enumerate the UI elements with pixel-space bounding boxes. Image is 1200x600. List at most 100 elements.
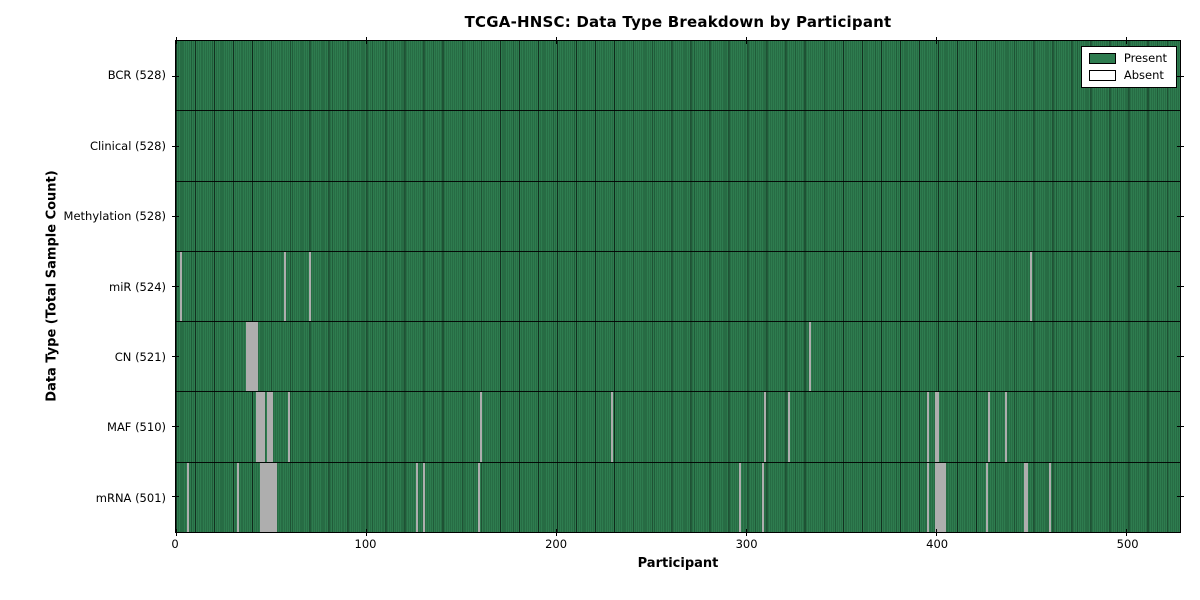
row-MAF [176, 392, 1180, 463]
x-tick-mark [745, 529, 747, 536]
legend-item-absent: Absent [1088, 68, 1167, 82]
absent-marker [271, 462, 274, 532]
legend: Present Absent [1080, 46, 1177, 88]
absent-marker [938, 462, 941, 532]
absent-marker [788, 392, 791, 462]
y-tick-label-Methylation: Methylation (528) [63, 209, 166, 224]
y-tick-label-Clinical: Clinical (528) [89, 138, 166, 153]
absent-marker [267, 462, 270, 532]
y-tick-mark [172, 496, 179, 498]
absent-marker [259, 462, 262, 532]
legend-label: Present [1123, 51, 1167, 65]
x-tick-label-200: 200 [545, 537, 568, 551]
absent-marker [253, 322, 256, 392]
absent-marker [1024, 462, 1027, 532]
absent-marker [478, 462, 481, 532]
absent-marker [761, 462, 764, 532]
absent-marker [423, 462, 426, 532]
absent-marker [269, 462, 272, 532]
absent-marker [942, 462, 945, 532]
absent-marker [255, 392, 258, 462]
row-mRNA [176, 462, 1180, 532]
absent-marker [179, 251, 182, 322]
absent-marker [940, 462, 943, 532]
absent-marker [288, 392, 291, 462]
absent-marker [944, 462, 947, 532]
absent-marker [250, 322, 253, 392]
y-tick-label-miR: miR (524) [109, 279, 166, 294]
x-tick-mark [1126, 529, 1128, 536]
absent-marker [269, 392, 272, 462]
legend-swatch-present [1088, 52, 1116, 64]
absent-marker [261, 392, 264, 462]
x-tick-mark [365, 529, 367, 536]
absent-marker [261, 462, 264, 532]
y-tick-mark [172, 356, 179, 358]
y-tick-mark [1177, 286, 1184, 287]
y-tick-mark [172, 286, 179, 287]
legend-swatch-absent [1088, 69, 1116, 81]
y-tick-mark [1177, 145, 1184, 147]
absent-marker [259, 392, 262, 462]
plot-area: Present Absent [172, 37, 1184, 536]
absent-marker [936, 392, 939, 462]
absent-marker [1048, 462, 1051, 532]
legend-label: Absent [1123, 68, 1164, 82]
x-tick-mark [365, 37, 367, 44]
y-axis-tick-labels: BCR (528) Clinical (528) Methylation (528)… [0, 40, 166, 533]
x-tick-mark [936, 529, 938, 536]
y-tick-mark [172, 145, 179, 147]
absent-marker [809, 322, 812, 392]
absent-marker [738, 462, 741, 532]
absent-marker [272, 462, 275, 532]
y-tick-label-MAF: MAF (510) [107, 420, 166, 435]
x-tick-mark [175, 37, 177, 44]
rows-container [176, 41, 1180, 532]
absent-marker [986, 462, 989, 532]
x-tick-label-300: 300 [735, 537, 758, 551]
legend-item-present: Present [1088, 51, 1167, 65]
absent-marker [1029, 251, 1032, 322]
absent-marker [1005, 392, 1008, 462]
y-tick-mark [172, 215, 179, 217]
absent-marker [255, 322, 258, 392]
absent-marker [611, 392, 614, 462]
x-axis-tick-labels: 0 100 200 300 400 500 [171, 537, 1181, 553]
absent-marker [271, 392, 274, 462]
absent-marker [248, 322, 251, 392]
absent-marker [263, 462, 266, 532]
y-tick-mark [1177, 215, 1184, 217]
x-tick-mark [936, 37, 938, 44]
y-tick-label-BCR: BCR (528) [107, 68, 166, 83]
row-Clinical [176, 111, 1180, 182]
absent-marker [934, 392, 937, 462]
chart-title: TCGA-HNSC: Data Type Breakdown by Partic… [464, 13, 892, 31]
absent-marker [927, 392, 930, 462]
absent-marker [987, 392, 990, 462]
x-tick-mark [1126, 37, 1128, 44]
x-tick-label-500: 500 [1116, 537, 1139, 551]
absent-marker [934, 462, 937, 532]
x-tick-label-100: 100 [354, 537, 377, 551]
absent-marker [415, 462, 418, 532]
absent-marker [267, 392, 270, 462]
x-tick-label-400: 400 [926, 537, 949, 551]
y-tick-mark [172, 426, 179, 428]
row-BCR [176, 41, 1180, 112]
y-tick-mark [1177, 426, 1184, 428]
x-tick-mark [555, 37, 557, 44]
absent-marker [763, 392, 766, 462]
row-CN [176, 322, 1180, 393]
absent-marker [309, 251, 312, 322]
absent-marker [936, 462, 939, 532]
absent-marker [284, 251, 287, 322]
x-tick-label-0: 0 [171, 537, 179, 551]
absent-marker [263, 392, 266, 462]
y-tick-mark [1177, 75, 1184, 77]
y-tick-label-mRNA: mRNA (501) [95, 490, 166, 505]
row-miR [176, 251, 1180, 323]
y-tick-mark [1177, 496, 1184, 498]
x-tick-mark [175, 529, 177, 536]
absent-marker [236, 462, 239, 532]
